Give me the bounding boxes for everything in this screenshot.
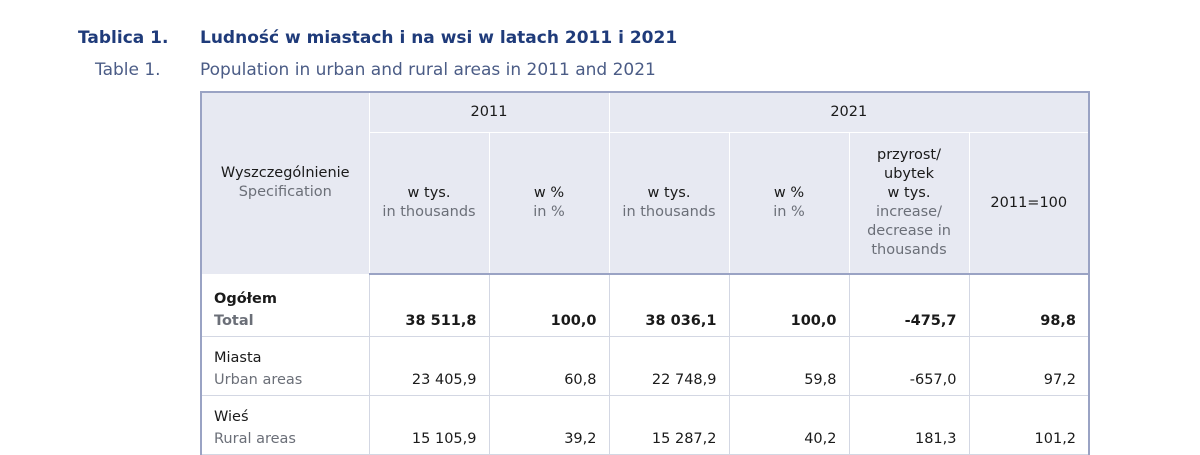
table-title-pl: Ludność w miastach i na wsi w latach 201… <box>200 28 678 48</box>
header-index: 2011=100 <box>968 132 1091 275</box>
table-row: Wieś Rural areas 15 105,9 39,2 15 287,2 … <box>200 395 1091 455</box>
cell-2011-percent: 60,8 <box>489 336 610 396</box>
cell-2021-thousands: 38 036,1 <box>609 274 730 337</box>
header-percent-en: in % <box>773 204 805 220</box>
header-change-pl: przyrost/ ubytek w tys. <box>877 147 941 201</box>
header-year-2011: 2011 <box>368 91 610 133</box>
header-percent-pl: w % <box>533 185 565 201</box>
row-label: Miasta Urban areas <box>200 336 370 396</box>
cell-2021-percent: 59,8 <box>729 336 850 396</box>
header-specification: Wyszczególnienie Specification <box>200 91 370 275</box>
table-body: Ogółem Total 38 511,8 100,0 38 036,1 100… <box>200 274 1091 455</box>
header-2021-thousands: w tys. in thousands <box>608 132 730 275</box>
table-title-en: Population in urban and rural areas in 2… <box>200 60 656 80</box>
cell-2021-percent: 40,2 <box>729 395 850 455</box>
cell-2021-percent: 100,0 <box>729 274 850 337</box>
row-label-pl: Miasta <box>214 349 262 366</box>
row-label: Ogółem Total <box>200 274 370 337</box>
row-label: Wieś Rural areas <box>200 395 370 455</box>
header-thousands-en: in thousands <box>622 204 716 220</box>
row-label-en: Total <box>214 312 254 329</box>
table-number-en: Table 1. <box>95 60 161 80</box>
cell-2011-thousands: 23 405,9 <box>369 336 490 396</box>
cell-2021-thousands: 22 748,9 <box>609 336 730 396</box>
cell-2021-thousands: 15 287,2 <box>609 395 730 455</box>
header-2011-thousands: w tys. in thousands <box>368 132 490 275</box>
header-spec-pl: Wyszczególnienie <box>220 165 350 182</box>
row-label-pl: Wieś <box>214 408 249 425</box>
population-table: Wyszczególnienie Specification 2011 2021… <box>200 91 1091 455</box>
table-header: Wyszczególnienie Specification 2011 2021… <box>200 91 1091 275</box>
table-row: Miasta Urban areas 23 405,9 60,8 22 748,… <box>200 336 1091 396</box>
cell-change: 181,3 <box>849 395 970 455</box>
cell-2011-percent: 39,2 <box>489 395 610 455</box>
header-percent-en: in % <box>533 204 565 220</box>
header-spec-en: Specification <box>238 184 332 201</box>
row-label-en: Rural areas <box>214 430 296 447</box>
cell-index: 97,2 <box>969 336 1091 396</box>
cell-2011-thousands: 15 105,9 <box>369 395 490 455</box>
cell-index: 98,8 <box>969 274 1091 337</box>
header-percent-pl: w % <box>773 185 805 201</box>
header-change: przyrost/ ubytek w tys. increase/ decrea… <box>848 132 970 275</box>
cell-change: -475,7 <box>849 274 970 337</box>
cell-index: 101,2 <box>969 395 1091 455</box>
cell-2011-percent: 100,0 <box>489 274 610 337</box>
header-year-2021: 2021 <box>608 91 1091 133</box>
header-thousands-pl: w tys. <box>407 185 451 201</box>
table-number-pl: Tablica 1. <box>78 28 169 48</box>
table-row: Ogółem Total 38 511,8 100,0 38 036,1 100… <box>200 274 1091 337</box>
row-label-pl: Ogółem <box>214 290 277 307</box>
row-label-en: Urban areas <box>214 371 303 388</box>
header-2011-percent: w % in % <box>488 132 610 275</box>
header-2021-percent: w % in % <box>728 132 850 275</box>
header-change-en: increase/ decrease in thousands <box>867 204 951 258</box>
cell-change: -657,0 <box>849 336 970 396</box>
header-thousands-pl: w tys. <box>647 185 691 201</box>
cell-2011-thousands: 38 511,8 <box>369 274 490 337</box>
header-thousands-en: in thousands <box>382 204 476 220</box>
